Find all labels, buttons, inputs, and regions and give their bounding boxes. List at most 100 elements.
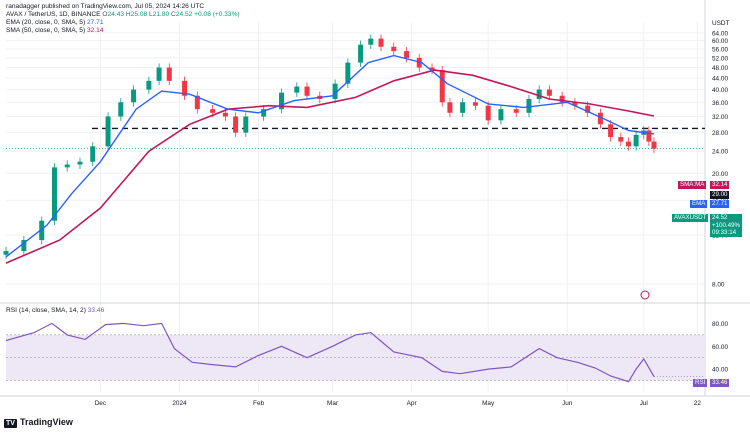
rsi-axis-label: RSI [693, 379, 708, 387]
candle-body [210, 109, 216, 113]
currency-label: USDT [712, 20, 729, 27]
low-value: 21.80 [152, 11, 170, 18]
low-label: L [149, 11, 153, 18]
time-tick-label: Jul [640, 400, 648, 407]
rsi-line [5, 322, 655, 383]
candle-body [243, 116, 249, 133]
candle-body [294, 86, 300, 93]
candle-body [536, 89, 542, 99]
candle-body [633, 134, 639, 147]
price-tick-label: 56.00 [712, 46, 728, 53]
rsi-legend-label: RSI (14, close, SMA, 14, 2) [6, 307, 86, 314]
candle-body [332, 83, 338, 99]
axes: 64.0060.0056.0052.0048.0044.0040.0036.00… [95, 20, 730, 407]
candle-body [646, 130, 652, 142]
candle-body [597, 112, 603, 125]
price-tick-label: 28.00 [712, 130, 728, 137]
open-value: 24.43 [107, 11, 125, 18]
candle-body [513, 109, 519, 113]
candle-body [460, 102, 466, 113]
time-tick-label: Jun [562, 400, 573, 407]
ema-legend[interactable]: EMA (20, close, 0, SMA, 5) 27.71 [6, 19, 104, 27]
candle-body [526, 98, 532, 113]
ema-axis-label: EMA [690, 200, 708, 208]
price-tick-label: 64.00 [712, 30, 728, 37]
candle-body [345, 62, 351, 84]
price-tick-label: 48.00 [712, 65, 728, 72]
rsi-legend[interactable]: RSI (14, close, SMA, 14, 2) 33.46 [6, 307, 104, 315]
candle-body [429, 67, 435, 71]
high-label: H [125, 11, 131, 18]
open-label: O [102, 11, 108, 18]
ema-legend-label: EMA (20, close, 0, SMA, 5) [6, 19, 86, 26]
candle-body [194, 95, 200, 110]
rsi-tick-label: 40.00 [712, 367, 728, 374]
candle-body [404, 51, 410, 58]
candle-body [77, 161, 83, 165]
price-tick-label: 20.00 [712, 171, 728, 178]
grid [0, 0, 750, 397]
candle-body [166, 67, 172, 81]
price-tick-label: 36.00 [712, 100, 728, 107]
candle-body [90, 146, 96, 162]
candle-body [233, 116, 239, 133]
tradingview-logo[interactable]: TV TradingView [4, 417, 73, 428]
candle-body [146, 80, 152, 90]
candle-body [64, 164, 70, 168]
candle-body [618, 137, 624, 142]
candle-body [391, 46, 397, 52]
candle-body [21, 240, 27, 252]
last-price-value: 24.52 [712, 214, 728, 221]
symbol-legend: AVAX / TetherUS, 1D, BINANCE O24.43 H25.… [6, 11, 240, 19]
candle-body [118, 102, 124, 117]
sma-legend[interactable]: SMA (50, close, 0, SMA, 5) 32.14 [6, 27, 104, 35]
publisher-line: ranadagger published on TradingView.com,… [6, 3, 205, 10]
sma-legend-label: SMA (50, close, 0, SMA, 5) [6, 27, 86, 34]
price-tick-label: 40.00 [712, 87, 728, 94]
candle-body [498, 109, 504, 121]
candle-body [368, 38, 374, 45]
candle-body [447, 102, 453, 113]
time-tick-label: Apr [407, 400, 418, 407]
candle-body [378, 38, 384, 47]
time-tick-label: Feb [253, 400, 264, 407]
candle-body [279, 92, 285, 110]
candle-body [358, 44, 364, 63]
symbol-title: AVAX / TetherUS, 1D, BINANCE [6, 11, 101, 18]
rsi-tick-label: 80.00 [712, 321, 728, 328]
time-tick-label: 22 [694, 400, 702, 407]
price-axis-badge: 24.52 +100.49% 09:33:14 [710, 214, 743, 237]
sma-50-line [5, 69, 655, 264]
sma-legend-value: 32.14 [87, 27, 104, 34]
series-layer [3, 34, 705, 383]
bar-countdown: 09:33:14 [712, 229, 737, 236]
close-value: 24.52 [175, 11, 193, 18]
candle-body [546, 89, 552, 96]
rsi-axis-value: 33.46 [710, 379, 730, 387]
candle-body [51, 167, 57, 221]
candle-body [416, 57, 422, 68]
candle-body [105, 116, 111, 147]
change-value: +0.08 (+0.33%) [194, 11, 240, 18]
rsi-band [6, 334, 705, 381]
candle-body [3, 251, 9, 255]
ema-legend-value: 27.71 [87, 19, 104, 26]
candle-body [304, 86, 310, 96]
time-tick-label: 2024 [172, 400, 187, 407]
sma-axis-value: 32.14 [710, 181, 730, 189]
time-tick-label: Dec [95, 400, 107, 407]
candle-body [651, 141, 657, 149]
candle-body [585, 105, 591, 113]
ema-20-line [5, 54, 655, 258]
candle-body [608, 124, 614, 138]
price-change-value: +100.49% [712, 221, 741, 229]
candle-body [439, 70, 445, 103]
candle-body [485, 105, 491, 121]
ema-axis-value: 27.71 [710, 200, 730, 208]
price-tick-label: 44.00 [712, 76, 728, 83]
candle-body [261, 109, 267, 117]
price-tick-label: 32.00 [712, 114, 728, 121]
candle-body [182, 80, 188, 96]
